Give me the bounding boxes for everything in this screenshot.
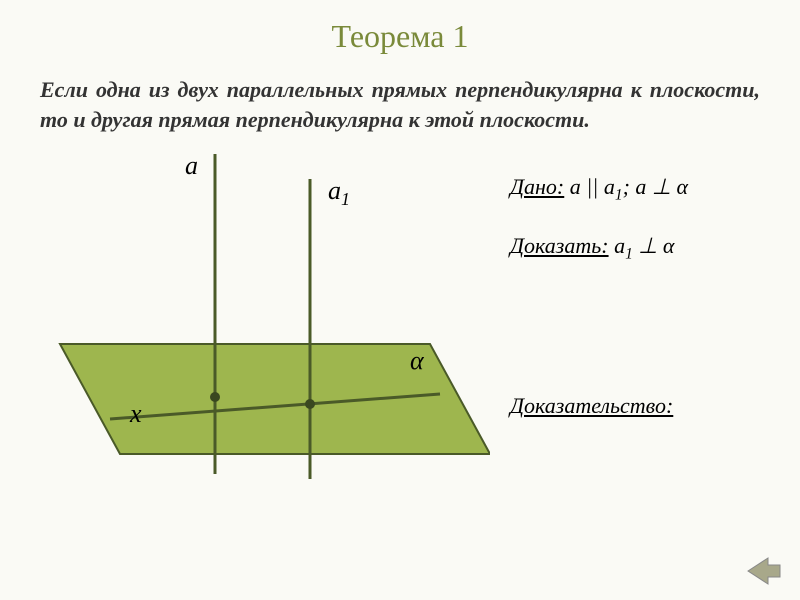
given-line: Дано: a || a1; a ⊥ α — [510, 174, 688, 204]
content-area: a a1 α x Дано: a || a1; a ⊥ α Доказать: … — [0, 144, 800, 524]
intersection-dot-a1 — [305, 399, 315, 409]
prove-line: Доказать: a1 ⊥ α — [510, 233, 688, 263]
intersection-dot-a — [210, 392, 220, 402]
label-a: a — [185, 151, 198, 180]
given-body: a || a1; a ⊥ α — [570, 174, 688, 199]
page-title: Теорема 1 — [0, 0, 800, 55]
theorem-statement: Если одна из двух параллельных прямых пе… — [0, 55, 800, 144]
label-x: x — [129, 399, 142, 428]
given-label: Дано: — [510, 174, 564, 199]
prove-body: a1 ⊥ α — [614, 233, 674, 258]
label-alpha: α — [410, 346, 425, 375]
label-a1: a1 — [328, 176, 350, 209]
right-column: Дано: a || a1; a ⊥ α Доказать: a1 ⊥ α До… — [510, 174, 688, 419]
plane-alpha — [60, 344, 490, 454]
prev-slide-button[interactable] — [746, 556, 782, 586]
geometry-diagram: a a1 α x — [30, 144, 490, 504]
prove-label: Доказать: — [510, 233, 609, 258]
proof-label: Доказательство: — [510, 393, 688, 419]
